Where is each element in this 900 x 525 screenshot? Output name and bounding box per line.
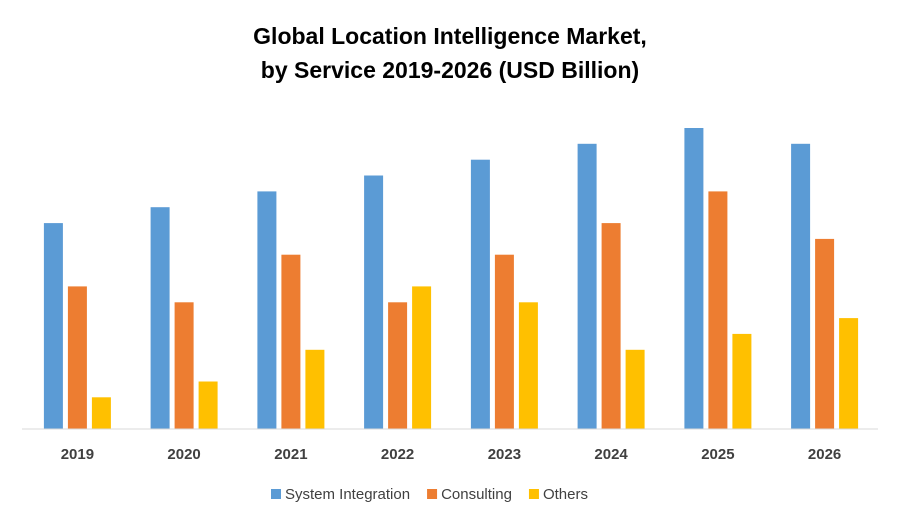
chart-title-line-2: by Service 2019-2026 (USD Billion) xyxy=(261,57,639,83)
legend-label: Consulting xyxy=(441,486,512,503)
bar-system-integration-2022 xyxy=(364,175,384,429)
bar-others-2025 xyxy=(732,333,752,429)
bar-system-integration-2021 xyxy=(257,191,277,429)
bar-consulting-2020 xyxy=(174,302,194,429)
bars-group xyxy=(43,128,859,430)
legend-item-consulting: Consulting xyxy=(427,486,512,503)
bar-consulting-2021 xyxy=(281,254,301,429)
bar-others-2020 xyxy=(198,381,218,429)
legend-label: System Integration xyxy=(285,486,410,503)
x-axis-tick-labels: 2019 2020 2021 2022 2023 2024 2025 2026 xyxy=(61,446,842,463)
bar-system-integration-2026 xyxy=(791,143,811,430)
bar-system-integration-2020 xyxy=(150,207,170,429)
legend-label: Others xyxy=(543,486,588,503)
bar-consulting-2024 xyxy=(601,223,621,429)
bar-system-integration-2023 xyxy=(470,159,490,429)
bar-others-2022 xyxy=(412,286,432,429)
bar-consulting-2025 xyxy=(708,191,728,429)
legend: System Integration Consulting Others xyxy=(271,486,588,503)
legend-swatch xyxy=(528,489,539,499)
x-tick-label: 2026 xyxy=(808,446,841,463)
bar-consulting-2022 xyxy=(388,302,408,429)
x-tick-label: 2023 xyxy=(488,446,521,463)
bar-consulting-2026 xyxy=(815,238,835,429)
x-tick-label: 2021 xyxy=(274,446,307,463)
x-tick-label: 2019 xyxy=(61,446,94,463)
bar-consulting-2023 xyxy=(494,254,514,429)
legend-swatch xyxy=(427,489,438,499)
x-tick-label: 2025 xyxy=(701,446,734,463)
bar-others-2024 xyxy=(625,349,645,429)
bar-others-2023 xyxy=(518,302,538,429)
legend-item-system-integration: System Integration xyxy=(271,486,410,503)
bar-consulting-2019 xyxy=(67,286,87,429)
bar-others-2019 xyxy=(91,397,111,429)
bar-system-integration-2019 xyxy=(43,223,63,429)
bar-others-2026 xyxy=(839,318,859,429)
x-tick-label: 2020 xyxy=(167,446,200,463)
bar-system-integration-2025 xyxy=(684,128,704,429)
bar-others-2021 xyxy=(305,349,325,429)
x-tick-label: 2022 xyxy=(381,446,414,463)
x-tick-label: 2024 xyxy=(594,446,628,463)
chart-title-line-1: Global Location Intelligence Market, xyxy=(253,23,647,49)
bar-system-integration-2024 xyxy=(577,143,597,430)
legend-item-others: Others xyxy=(528,486,588,503)
legend-swatch xyxy=(271,489,281,499)
